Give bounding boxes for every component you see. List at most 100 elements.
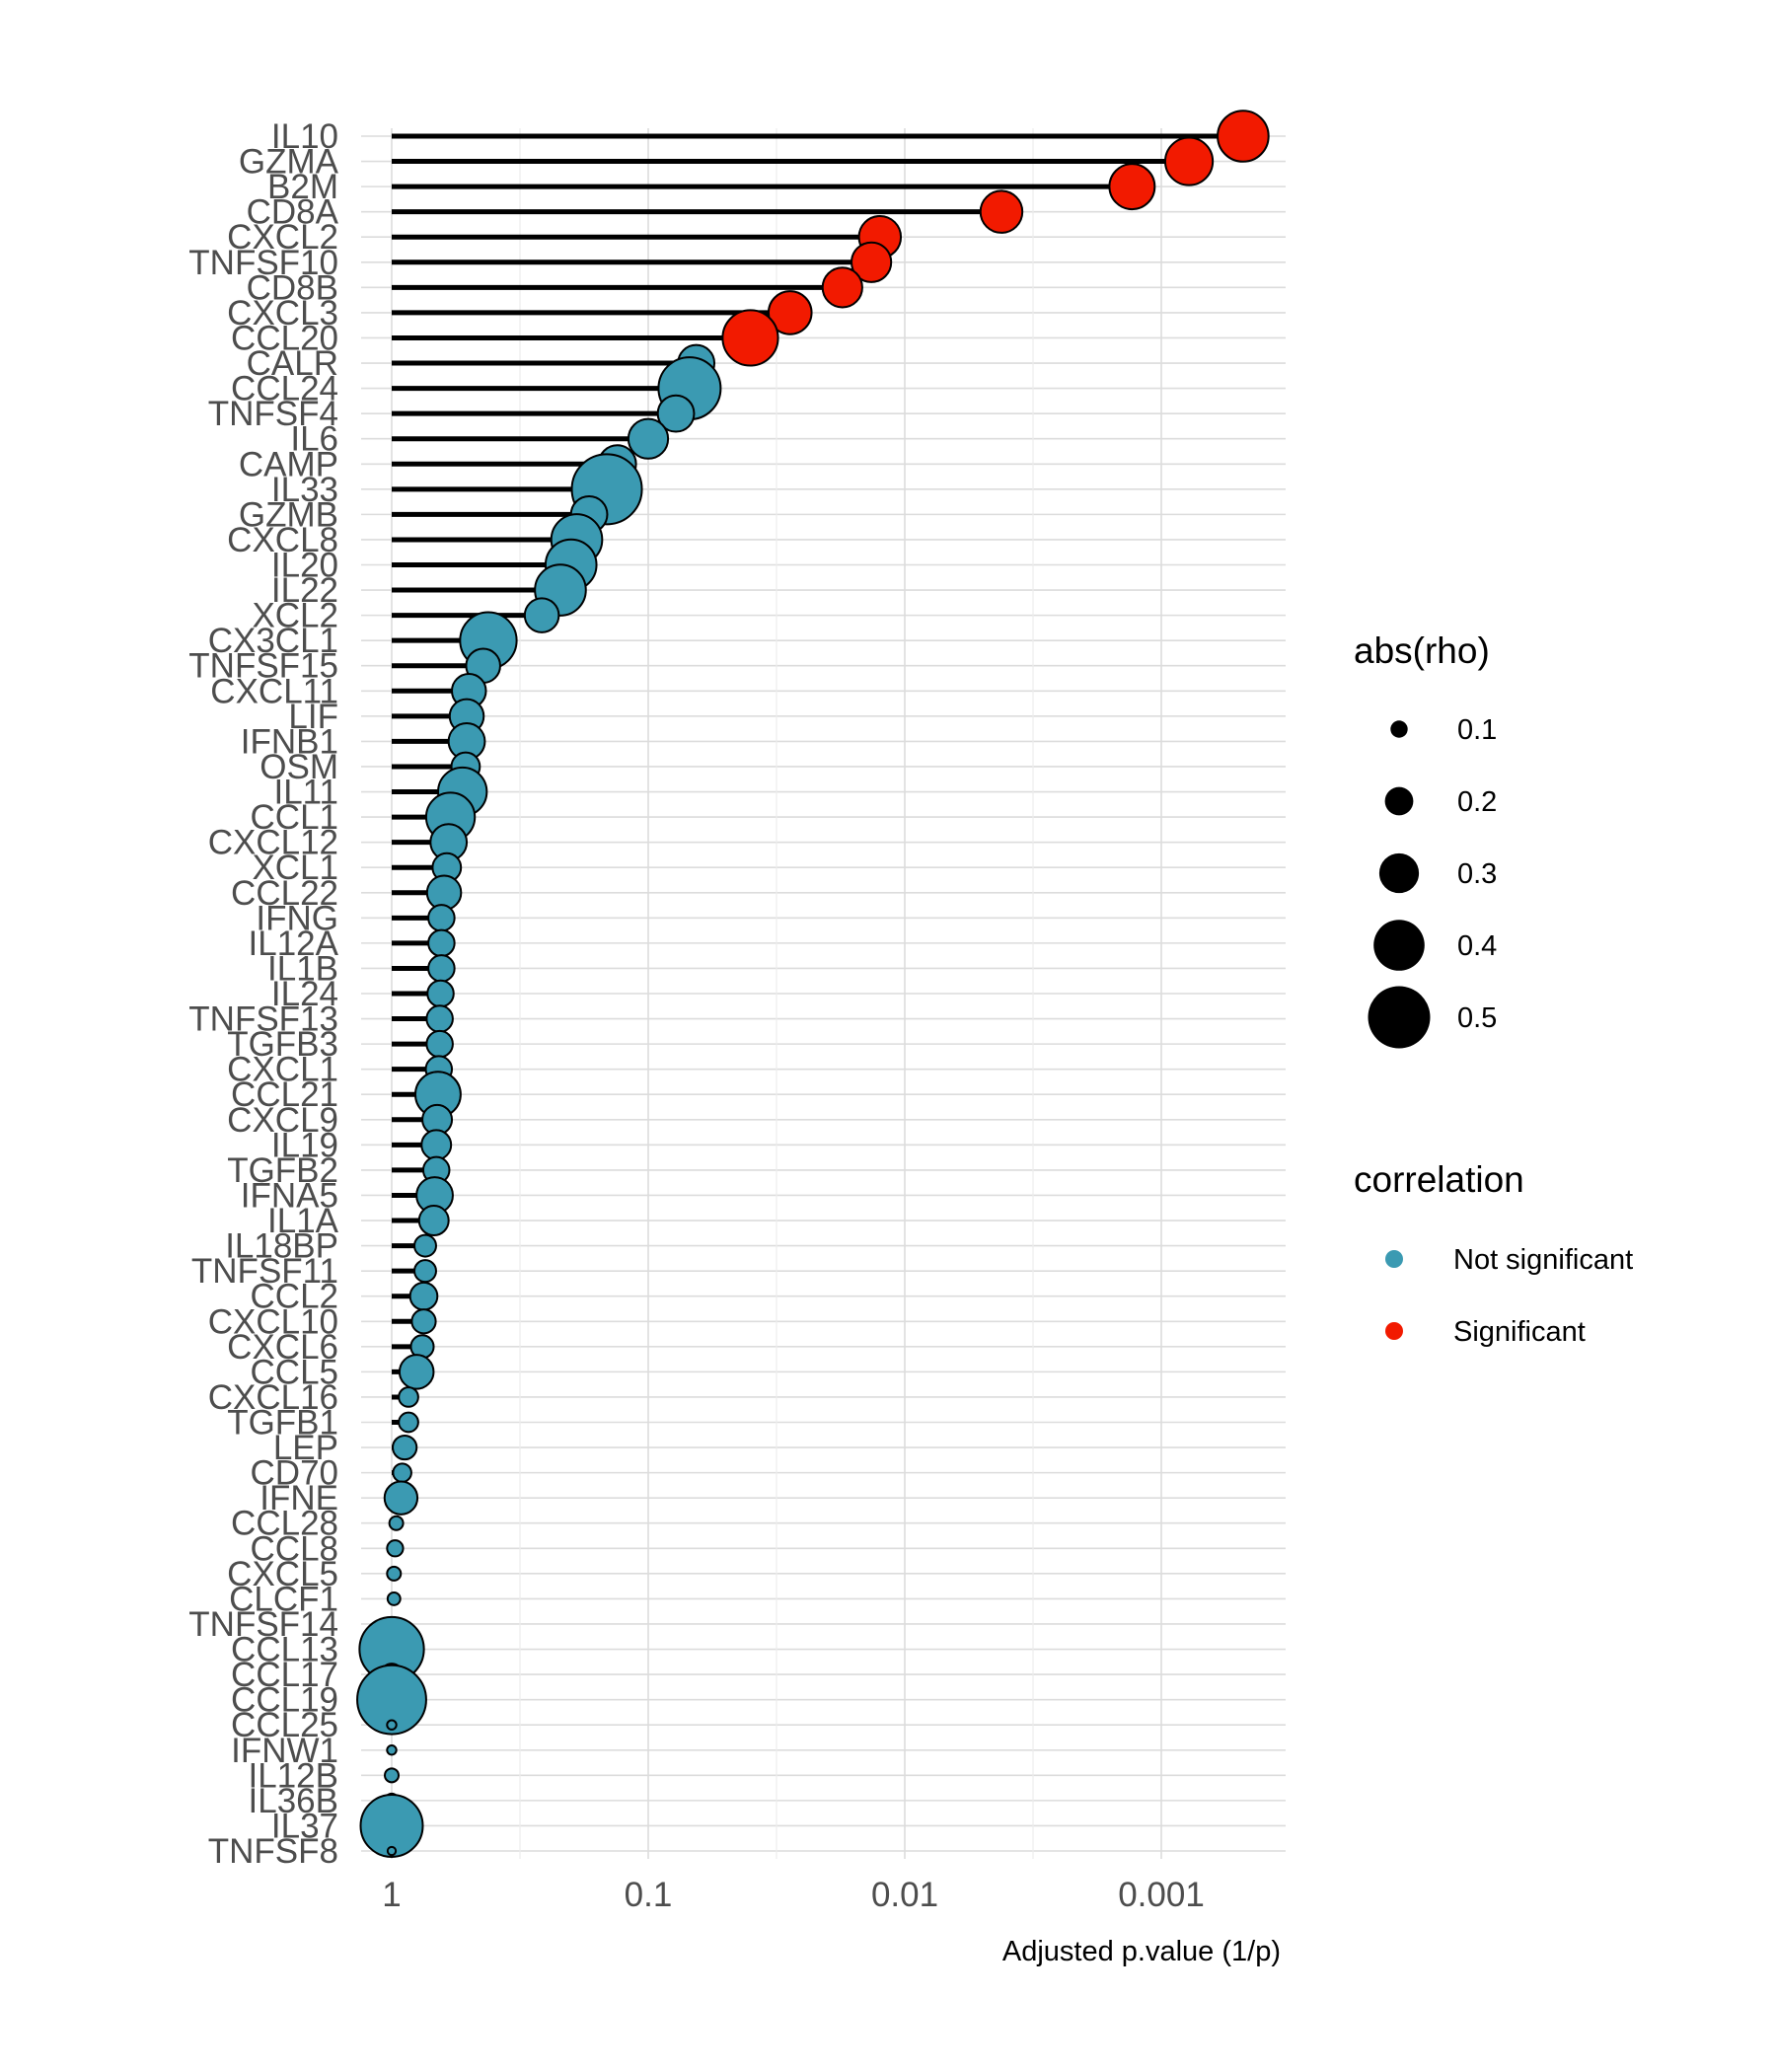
y-tick-label: CCL21 (231, 1075, 338, 1114)
size-legend-label: 0.4 (1457, 930, 1497, 962)
y-tick-label: IL12B (249, 1756, 338, 1795)
size-legend-label: 0.1 (1457, 714, 1497, 746)
y-tick-label: TNFSF14 (188, 1605, 338, 1644)
data-point (427, 954, 456, 983)
y-tick-label: CXCL5 (227, 1555, 338, 1593)
y-tick-label: IL12A (249, 925, 339, 963)
data-point (392, 1462, 412, 1483)
data-point (413, 1259, 437, 1284)
data-point (386, 1719, 398, 1731)
size-legend-key (1368, 986, 1431, 1049)
size-legend-label: 0.5 (1457, 1002, 1497, 1034)
x-axis-ticks: 1 0.1 0.01 0.001 (382, 1876, 1205, 1914)
y-tick-label: IL11 (273, 774, 338, 812)
y-tick-label: IL24 (271, 975, 338, 1013)
size-legend-label: 0.3 (1457, 858, 1497, 890)
y-tick-label: IL10 (271, 117, 338, 156)
y-tick-label: GZMB (239, 495, 338, 534)
y-tick-label: CCL24 (231, 370, 338, 408)
y-tick-label: CXCL9 (227, 1101, 338, 1140)
y-tick-label: TNFSF11 (191, 1252, 338, 1291)
data-point (413, 1233, 437, 1258)
data-point (767, 290, 813, 335)
y-tick-label: IL19 (271, 1126, 338, 1164)
y-tick-label: IL22 (271, 571, 338, 610)
data-point (386, 1539, 405, 1558)
x-tick-label: 1 (382, 1876, 401, 1914)
data-point (398, 1411, 419, 1434)
size-legend-label: 0.2 (1457, 786, 1497, 818)
y-tick-label: OSM (259, 748, 338, 786)
color-legend: correlation Not significant Significant (1354, 1159, 1633, 1348)
point-layer (356, 110, 1270, 1858)
y-tick-label: IL20 (271, 547, 338, 585)
y-tick-label: CLCF1 (229, 1580, 338, 1618)
y-tick-label: CCL13 (231, 1631, 338, 1669)
y-tick-label: XCL2 (252, 597, 338, 635)
y-tick-label: XCL1 (252, 849, 338, 887)
data-point (1163, 136, 1215, 186)
y-tick-label: IL36B (249, 1782, 338, 1820)
y-tick-label: IFNW1 (231, 1732, 338, 1770)
y-tick-label: TNFSF15 (188, 647, 338, 686)
y-tick-label: CXCL6 (227, 1328, 338, 1367)
y-tick-label: CCL28 (231, 1505, 338, 1543)
y-tick-label: IL18BP (225, 1227, 338, 1266)
x-tick-label: 0.01 (871, 1876, 938, 1914)
y-tick-label: IL37 (271, 1807, 338, 1845)
data-point (627, 417, 670, 460)
y-tick-label: CCL1 (251, 798, 338, 837)
y-tick-label: TGFB3 (227, 1025, 338, 1064)
y-tick-label: B2M (267, 168, 338, 206)
x-tick-label: 0.1 (625, 1876, 673, 1914)
data-point (523, 597, 560, 633)
y-tick-label: IL6 (290, 420, 338, 459)
data-point (420, 1129, 453, 1161)
y-tick-label: CALR (247, 344, 338, 383)
y-tick-label: LIF (288, 698, 338, 736)
y-tick-label: CCL25 (231, 1706, 338, 1744)
y-tick-label: CCL19 (231, 1681, 338, 1720)
data-point (383, 1480, 419, 1516)
data-point (425, 1004, 454, 1033)
y-tick-label: CCL22 (231, 874, 338, 913)
data-point (979, 189, 1024, 234)
data-point (408, 1281, 439, 1311)
color-legend-label: Significant (1453, 1316, 1586, 1348)
y-tick-label: CCL5 (251, 1353, 338, 1391)
y-tick-label: CD8B (247, 268, 338, 307)
data-point (359, 1793, 424, 1858)
data-point (386, 1565, 403, 1582)
y-tick-label: CCL2 (251, 1278, 338, 1316)
y-tick-label: CD8A (247, 193, 339, 232)
y-tick-label: CXCL10 (208, 1302, 338, 1341)
y-tick-label: CCL8 (251, 1529, 338, 1568)
data-point (851, 241, 893, 283)
data-point (386, 1591, 402, 1606)
data-point (388, 1515, 405, 1531)
data-point (398, 1354, 435, 1390)
x-axis-title: Adjusted p.value (1/p) (1002, 1936, 1281, 1967)
data-point (427, 904, 456, 932)
y-tick-label: IFNB1 (241, 722, 338, 761)
color-legend-title: correlation (1354, 1159, 1524, 1200)
data-point (356, 1664, 427, 1736)
data-point (656, 394, 696, 433)
data-point (1217, 110, 1270, 163)
y-tick-label: IFNA5 (241, 1176, 338, 1215)
y-tick-label: TGFB1 (227, 1404, 338, 1443)
y-tick-label: IL33 (271, 471, 338, 509)
data-point (1108, 163, 1156, 211)
y-tick-label: CXCL12 (208, 824, 338, 862)
data-point (386, 1845, 398, 1857)
y-tick-label: IL1A (267, 1202, 339, 1240)
x-tick-label: 0.001 (1118, 1876, 1205, 1914)
y-tick-label: LEP (273, 1429, 338, 1467)
size-legend-key (1390, 720, 1408, 738)
y-tick-label: CXCL11 (210, 672, 338, 710)
y-tick-label: CXCL3 (227, 294, 338, 333)
y-tick-label: CXCL16 (208, 1378, 338, 1417)
y-tick-label: TNFSF10 (188, 244, 338, 282)
